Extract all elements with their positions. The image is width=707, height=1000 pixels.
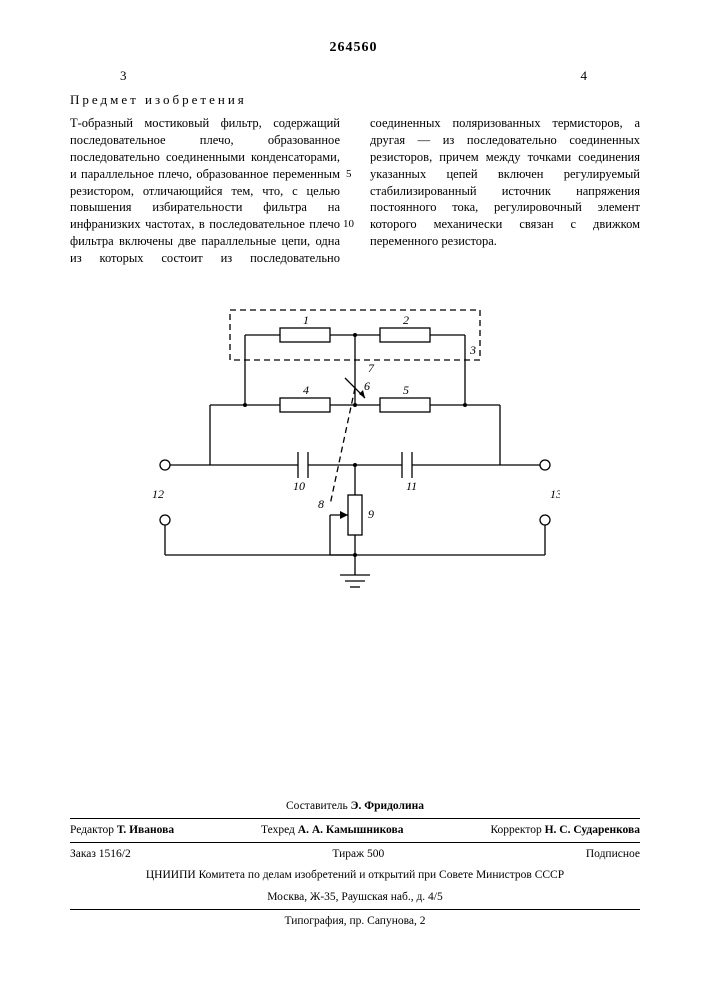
editor-name: Т. Иванова [117,824,174,836]
line-number-5: 5 [346,168,352,180]
techred-label: Техред [261,824,295,836]
corrector-name: Н. С. Сударенкова [545,824,640,836]
claims-heading: Предмет изобретения [70,92,247,108]
print-run: Тираж 500 [332,846,384,863]
compiler-name: Э. Фридолина [351,800,424,812]
publisher-org: ЦНИИПИ Комитета по делам изобретений и о… [70,867,640,884]
fig-label-3: 3 [469,343,476,357]
fig-label-4: 4 [303,383,309,397]
circuit-figure: 1 2 3 4 5 6 7 8 9 10 11 12 13 [150,300,560,620]
fig-label-12: 12 [152,487,164,501]
publisher-address: Москва, Ж-35, Раушская наб., д. 4/5 [70,889,640,906]
fig-label-1: 1 [303,313,309,327]
column-number-right: 4 [581,68,588,84]
line-number-10: 10 [343,218,354,230]
corrector-label: Корректор [490,824,541,836]
fig-label-11: 11 [406,479,417,493]
subscription: Подписное [586,846,640,863]
order-number: Заказ 1516/2 [70,846,131,863]
fig-label-13: 13 [550,487,560,501]
claim-body: Т-образный мостиковый фильтр, содержа­щи… [70,115,640,267]
fig-label-10: 10 [293,479,305,493]
typography: Типография, пр. Сапунова, 2 [285,913,426,930]
editor-label: Редактор [70,824,114,836]
techred-name: А. А. Камышникова [298,824,404,836]
fig-label-5: 5 [403,383,409,397]
fig-label-2: 2 [403,313,409,327]
column-number-left: 3 [120,68,127,84]
imprint-footer: Составитель Э. Фридолина Редактор Т. Ива… [70,798,640,931]
compiler-label: Составитель [286,800,348,812]
fig-label-7: 7 [368,361,375,375]
patent-number: 264560 [0,40,707,56]
fig-label-8: 8 [318,497,324,511]
fig-label-9: 9 [368,507,374,521]
fig-label-6: 6 [364,379,370,393]
